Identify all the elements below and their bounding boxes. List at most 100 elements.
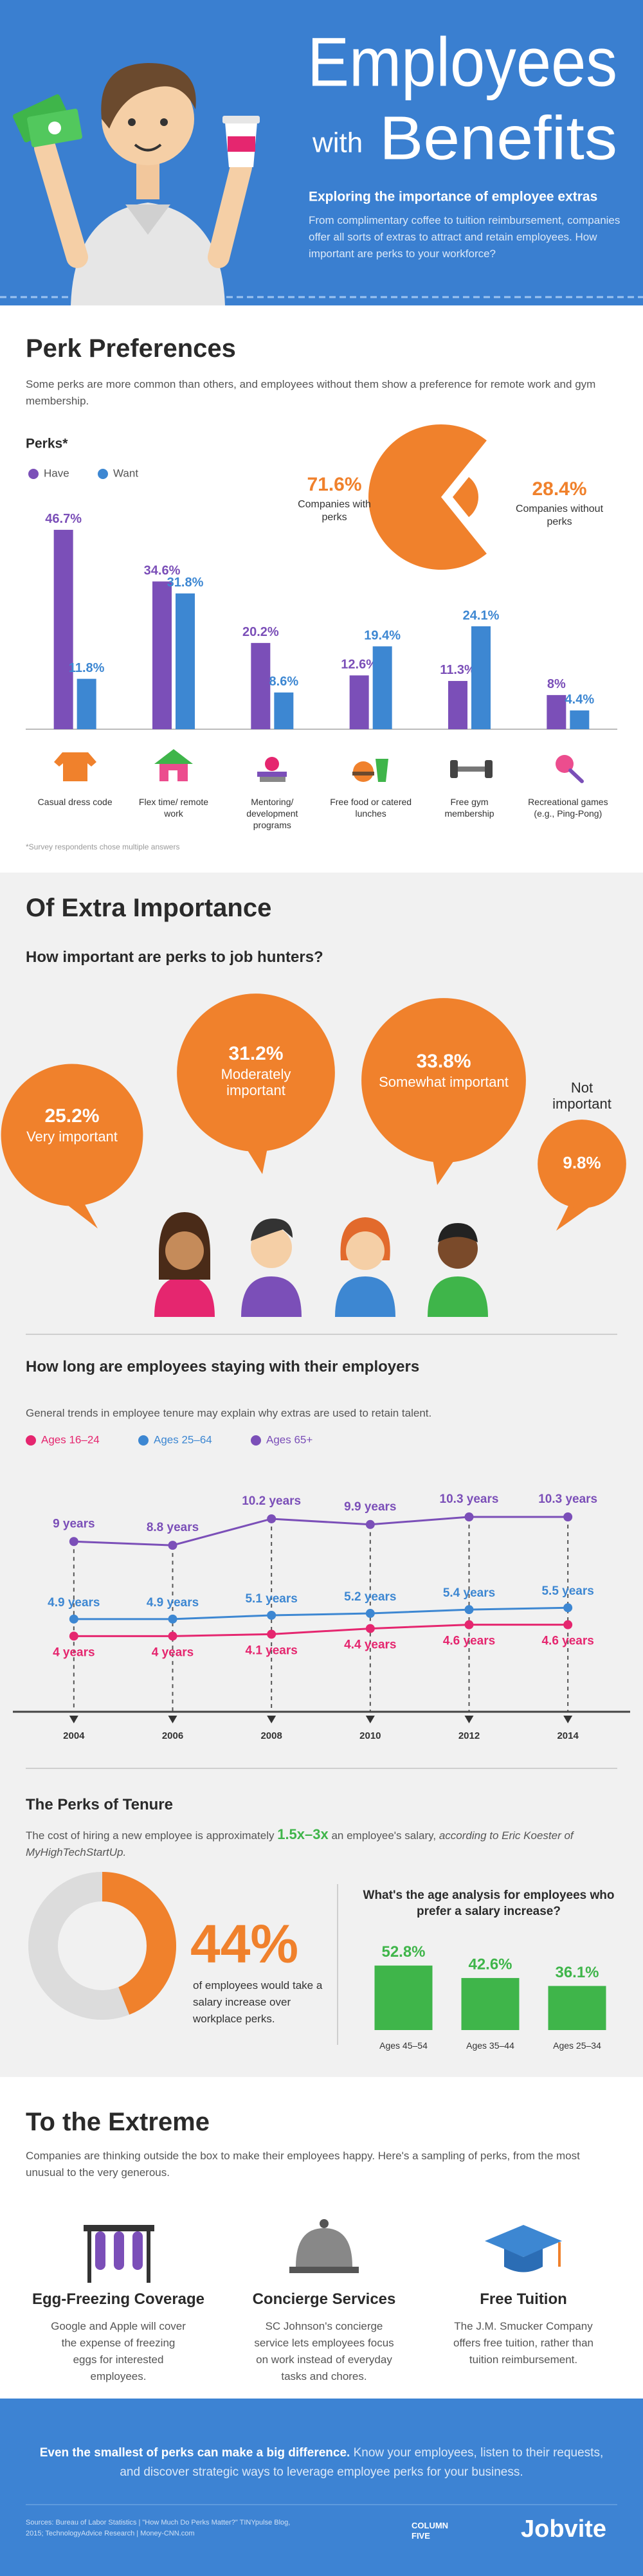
logo: COLUMN FIVE: [412, 2521, 449, 2541]
x-tick-label: 2004: [63, 1730, 85, 1741]
bubble-label: 33.8% Somewhat important: [378, 1049, 510, 1090]
footer-text: Even the smallest of perks can make a bi…: [39, 2444, 604, 2482]
category-label: Recreational games (e.g., Ping-Pong): [528, 797, 608, 819]
title: Employees: [307, 23, 617, 101]
value-label: 34.6%: [144, 564, 181, 578]
value-label: 10.3 years: [440, 1492, 499, 1506]
item-text: SC Johnson's concierge service lets empl…: [254, 2320, 394, 2382]
bar: [547, 694, 566, 729]
legend-swatch: [26, 1435, 36, 1446]
value-label: 5.2 years: [344, 1590, 396, 1604]
donut-arc: [28, 1872, 176, 2020]
pie-slice: [453, 476, 478, 518]
logo: Jobvite: [521, 2516, 607, 2543]
bar: [372, 646, 392, 729]
bar: [374, 1965, 433, 2030]
value-label: 4 years: [53, 1646, 95, 1659]
x-tick-label: 2014: [557, 1730, 579, 1741]
point: [69, 1537, 78, 1547]
bubble-tail: [60, 1199, 98, 1229]
bubble-tail: [556, 1201, 593, 1231]
text: The cost of hiring a new employee is app…: [26, 1829, 278, 1842]
value-label: 5.4 years: [443, 1586, 495, 1600]
value-label: 9.9 years: [344, 1500, 396, 1514]
value-label: 46.7%: [45, 512, 82, 526]
value-label: 8.8 years: [147, 1521, 199, 1534]
value-label: 8.6%: [269, 675, 299, 689]
chart-subtitle: General trends in employee tenure may ex…: [26, 1407, 432, 1419]
title: Benefits: [379, 104, 617, 172]
value-label: 9.8%: [563, 1153, 601, 1172]
bar: [448, 680, 467, 729]
chart-title: How long are employees staying with thei…: [26, 1358, 420, 1375]
highlight: 1.5x–3x: [277, 1826, 329, 1842]
value-label: 4.9 years: [147, 1596, 199, 1610]
value-label: 11.8%: [69, 661, 105, 675]
series-line: [73, 1624, 568, 1637]
value-label: 11.3%: [440, 663, 476, 677]
bar: [461, 1978, 520, 2030]
bar: [53, 529, 73, 729]
point: [267, 1514, 276, 1523]
value-label: 4.9 years: [48, 1596, 100, 1610]
value-label: 52.8%: [381, 1943, 425, 1961]
donut-text: of employees would take a salary increas…: [193, 1979, 323, 2025]
value-label: 24.1%: [463, 608, 500, 622]
text: an employee's salary,: [328, 1829, 439, 1842]
value-label: 33.8%: [416, 1051, 471, 1072]
point: [365, 1624, 375, 1633]
point: [464, 1605, 474, 1615]
paragraph: Some perks are more common than others, …: [26, 378, 596, 407]
tick-marker: [267, 1716, 276, 1723]
tick-marker: [365, 1716, 375, 1723]
x-tick-label: 2012: [458, 1730, 480, 1741]
icons: [84, 2219, 562, 2283]
value-label: 8%: [547, 677, 566, 691]
bubble: [1, 1064, 143, 1206]
chart-title: How important are perks to job hunters?: [26, 948, 323, 966]
legend-label: Ages 25–64: [154, 1433, 212, 1446]
icons: [54, 749, 584, 783]
paragraph: Companies are thinking outside the box t…: [26, 2150, 580, 2179]
category-label: Ages 35–44: [466, 2040, 514, 2051]
bubble: [361, 998, 526, 1163]
item-text: The J.M. Smucker Company offers free tui…: [453, 2320, 593, 2366]
bubble-label: 25.2% Very important: [15, 1104, 129, 1145]
value-label: 44%: [190, 1914, 298, 1974]
category-label: Flex time/ remote work: [138, 797, 209, 819]
chart-title: Perks*: [26, 437, 68, 451]
heading: To the Extreme: [26, 2108, 210, 2136]
bar: [570, 710, 590, 729]
intro: From complimentary coffee to tuition rei…: [309, 214, 620, 260]
heading: The Perks of Tenure: [26, 1796, 173, 1813]
point: [563, 1512, 573, 1522]
tick-marker: [464, 1716, 474, 1723]
point: [267, 1629, 276, 1639]
point: [464, 1620, 474, 1629]
value-label: 25.2%: [44, 1105, 100, 1127]
tick-marker: [563, 1716, 573, 1723]
bar: [176, 593, 195, 729]
value-label: 71.6%: [307, 474, 361, 495]
x-tick-label: 2010: [359, 1730, 381, 1741]
chart-title: What's the age analysis for employees wh…: [363, 1889, 615, 1918]
pie-slice: [368, 424, 487, 570]
bubble: [177, 993, 335, 1152]
category-label: Moderately important: [221, 1066, 291, 1098]
value-label: 20.2%: [242, 625, 279, 639]
legend-swatch: [28, 469, 39, 479]
category-label: Ages 45–54: [379, 2040, 428, 2051]
value-label: 4.4%: [565, 693, 595, 707]
category-label: Very important: [26, 1129, 118, 1145]
people: [154, 1212, 488, 1317]
bar: [349, 675, 369, 729]
value-label: 9 years: [53, 1517, 95, 1530]
point: [365, 1519, 375, 1529]
section-background: [0, 305, 643, 873]
citation: according to Eric Koester of MyHighTechS…: [26, 1829, 574, 1858]
bar: [548, 1986, 606, 2030]
value-label: 4.4 years: [344, 1638, 396, 1652]
tick-marker: [168, 1716, 177, 1723]
